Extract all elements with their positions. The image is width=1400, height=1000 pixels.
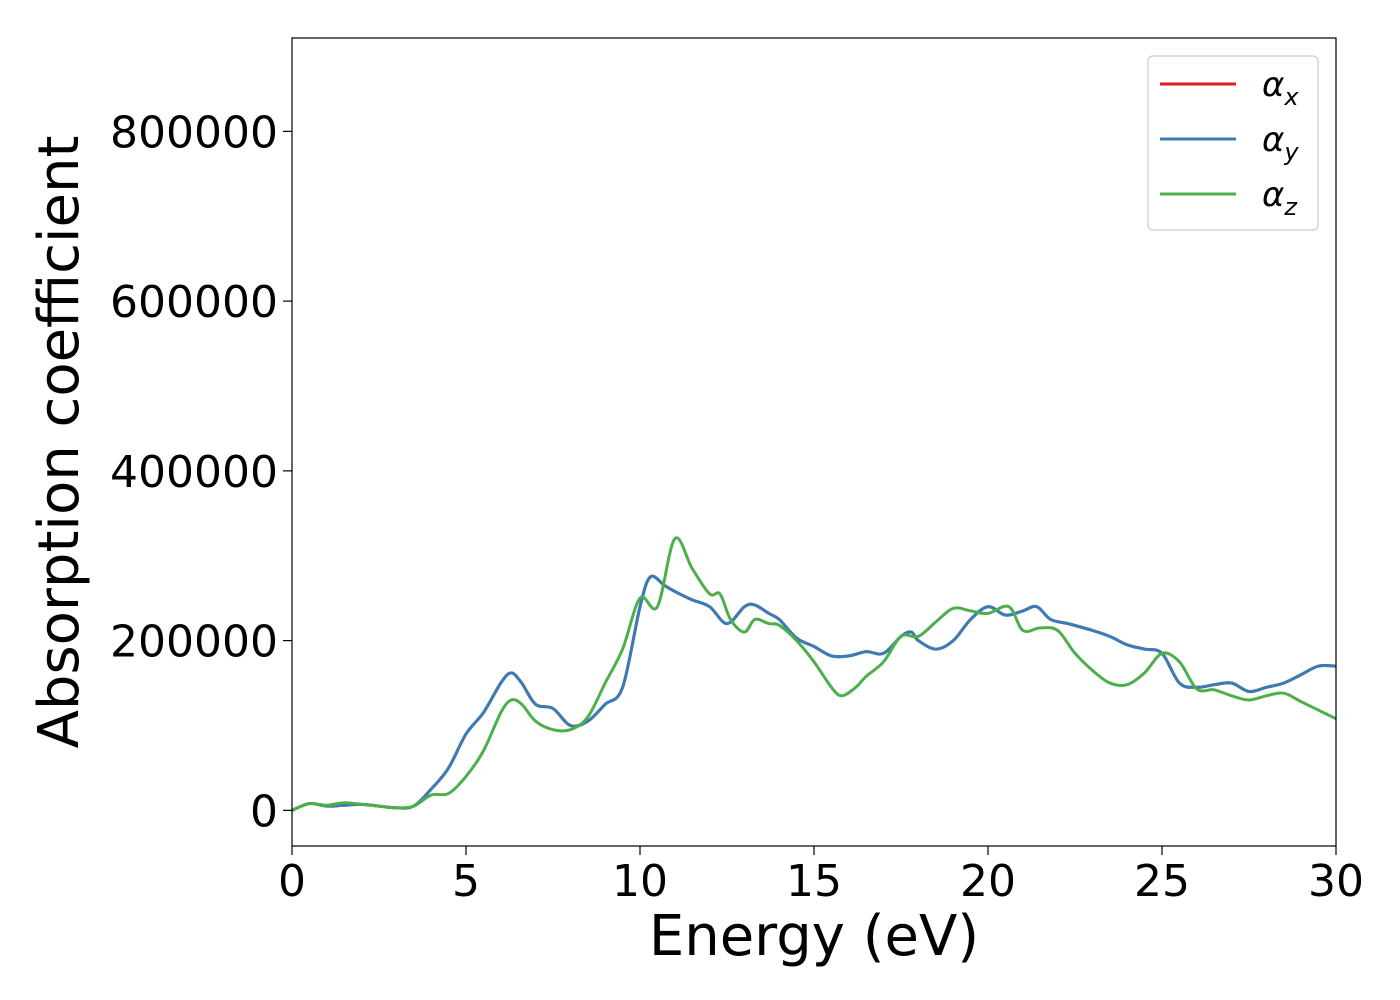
legend-symbol: α: [1262, 120, 1284, 160]
y-tick-label: 0: [250, 786, 278, 837]
legend-subscript: z: [1283, 193, 1298, 221]
x-tick-label: 30: [1308, 856, 1364, 907]
y-tick-label: 800000: [110, 107, 278, 158]
x-tick-label: 5: [452, 856, 480, 907]
series-line-alpha-y: [291, 574, 1337, 812]
x-tick-label: 0: [278, 856, 306, 907]
x-tick-label: 25: [1134, 856, 1190, 907]
y-axis-label: Absorption coefficient: [27, 136, 92, 749]
legend-subscript: x: [1283, 83, 1299, 111]
legend-symbol: α: [1262, 175, 1284, 215]
legend-box: [1147, 55, 1319, 231]
x-tick-label: 15: [786, 856, 842, 907]
legend-symbol: α: [1262, 65, 1284, 105]
legend-label-alpha-y: αy: [1262, 120, 1299, 166]
x-axis-label: Energy (eV): [649, 904, 979, 969]
y-axis: 0 200000 400000 600000 800000: [110, 107, 292, 837]
y-tick-label: 400000: [110, 447, 278, 498]
y-tick-label: 600000: [110, 277, 278, 328]
legend-subscript: y: [1283, 138, 1299, 166]
x-tick-label: 10: [612, 856, 668, 907]
legend-label-alpha-x: αx: [1262, 65, 1299, 111]
series-line-alpha-z: [291, 536, 1337, 812]
legend-label-alpha-z: αz: [1262, 175, 1298, 221]
y-tick-label: 200000: [110, 617, 278, 668]
x-tick-label: 20: [960, 856, 1016, 907]
series-layer: [291, 536, 1337, 812]
x-axis: 0 5 10 15 20 25 30: [278, 846, 1364, 907]
